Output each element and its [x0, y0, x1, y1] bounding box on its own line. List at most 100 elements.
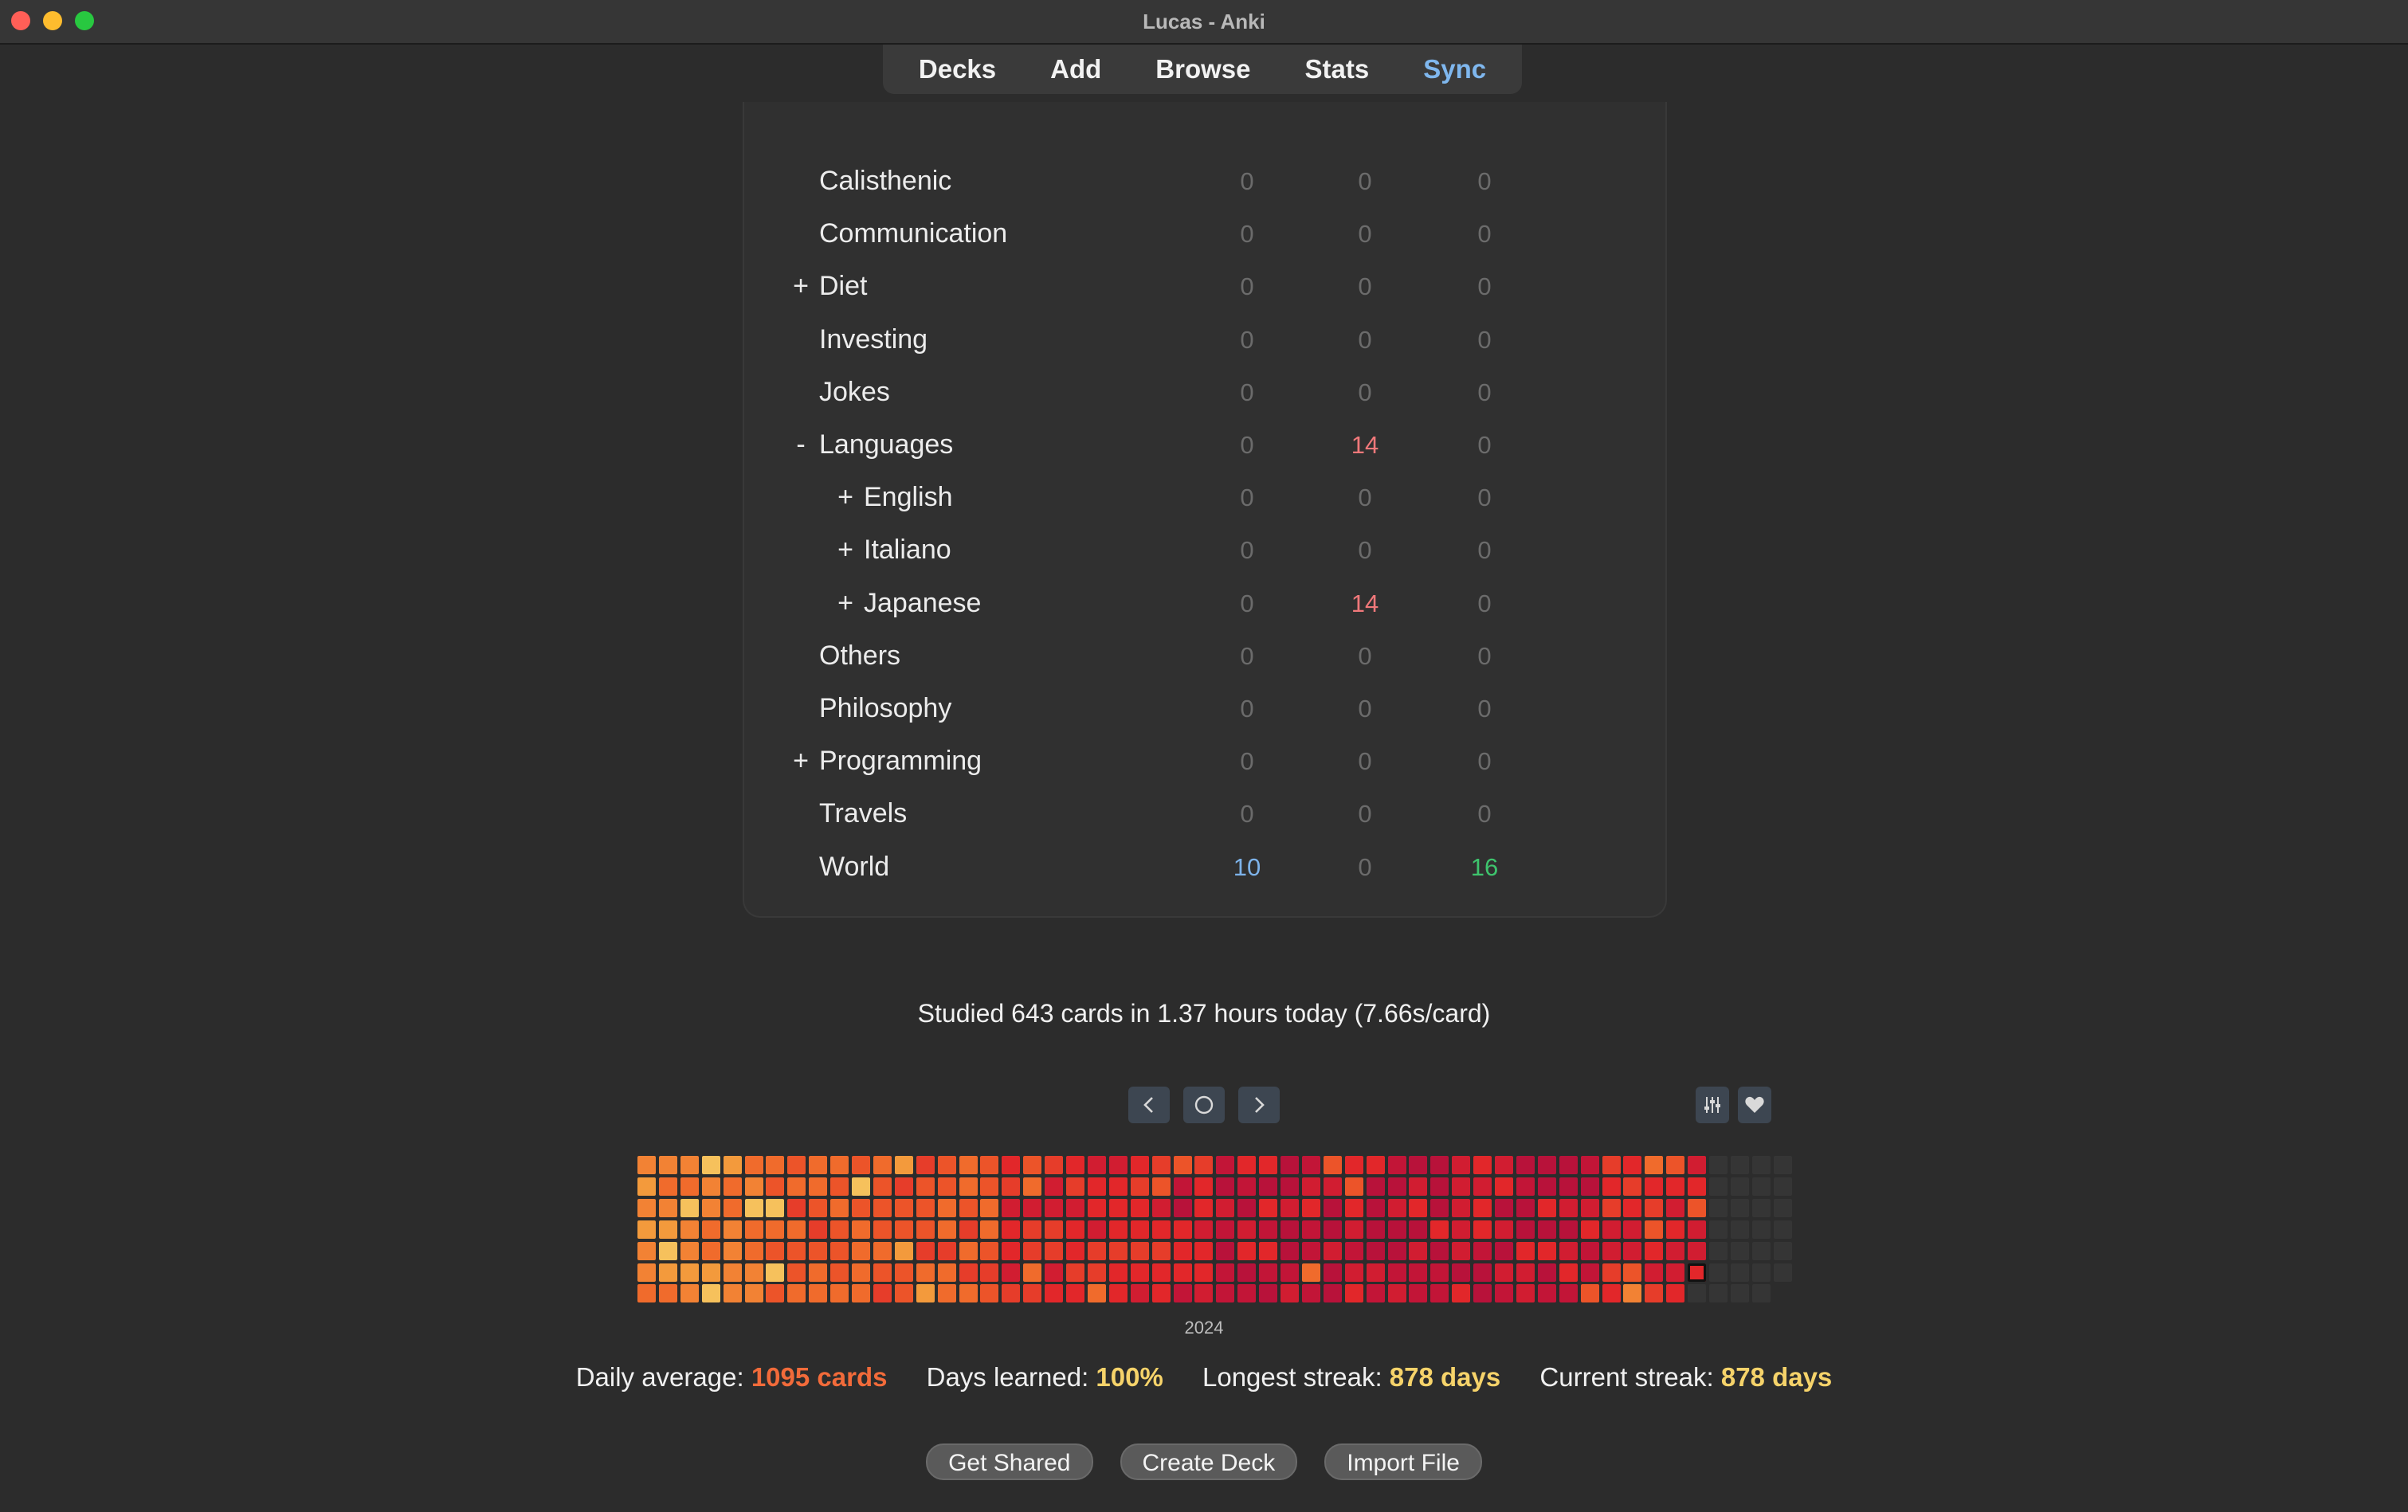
heatmap-day-cell[interactable]: [1066, 1241, 1084, 1260]
heatmap-day-cell[interactable]: [1151, 1156, 1171, 1174]
heatmap-day-cell[interactable]: [1751, 1198, 1771, 1217]
heatmap-day-cell[interactable]: [744, 1263, 763, 1282]
heatmap-day-cell[interactable]: [937, 1263, 956, 1282]
heatmap-day-cell[interactable]: [1366, 1177, 1385, 1196]
heatmap-day-cell[interactable]: [1045, 1241, 1064, 1260]
heatmap-day-cell[interactable]: [1130, 1284, 1149, 1303]
heatmap-day-cell[interactable]: [1280, 1263, 1299, 1282]
heatmap-day-cell[interactable]: [658, 1284, 677, 1303]
heatmap-day-cell[interactable]: [1216, 1284, 1235, 1303]
heatmap-day-cell[interactable]: [1087, 1220, 1106, 1239]
heatmap-day-cell[interactable]: [1580, 1198, 1599, 1217]
heatmap-day-cell[interactable]: [1730, 1220, 1749, 1239]
heatmap-day-cell[interactable]: [1130, 1198, 1149, 1217]
deck-row[interactable]: + English 0 0 0: [744, 476, 1665, 528]
expand-toggle[interactable]: +: [793, 746, 809, 777]
heatmap-day-cell[interactable]: [701, 1220, 720, 1239]
heatmap-day-cell[interactable]: [1280, 1156, 1299, 1174]
heatmap-day-cell[interactable]: [1623, 1156, 1642, 1174]
heatmap-day-cell[interactable]: [1066, 1177, 1084, 1196]
heatmap-day-cell[interactable]: [852, 1156, 870, 1174]
heatmap-day-cell[interactable]: [1323, 1198, 1342, 1217]
heatmap-day-cell[interactable]: [680, 1263, 699, 1282]
heatmap-day-cell[interactable]: [1387, 1284, 1406, 1303]
heatmap-day-cell[interactable]: [937, 1220, 956, 1239]
heatmap-day-cell[interactable]: [894, 1156, 913, 1174]
heatmap-day-cell[interactable]: [1645, 1241, 1664, 1260]
heatmap-day-cell[interactable]: [1730, 1241, 1749, 1260]
heatmap-day-cell[interactable]: [1387, 1198, 1406, 1217]
heatmap-day-cell[interactable]: [1301, 1198, 1320, 1217]
heatmap-day-cell[interactable]: [1580, 1263, 1599, 1282]
heatmap-day-cell[interactable]: [1516, 1284, 1535, 1303]
heatmap-day-cell[interactable]: [637, 1177, 656, 1196]
heatmap-day-cell[interactable]: [1087, 1177, 1106, 1196]
heatmap-day-cell[interactable]: [1709, 1284, 1728, 1303]
minimize-window-button[interactable]: [43, 11, 62, 30]
heatmap-day-cell[interactable]: [1602, 1220, 1621, 1239]
heatmap-day-cell[interactable]: [1773, 1263, 1792, 1282]
decks-link[interactable]: Decks: [918, 54, 997, 84]
deck-row[interactable]: Travels 0 0 0: [744, 792, 1665, 844]
heatmap-day-cell[interactable]: [1280, 1284, 1299, 1303]
heatmap-day-cell[interactable]: [959, 1156, 978, 1174]
heatmap-day-cell[interactable]: [1751, 1220, 1771, 1239]
heatmap-day-cell[interactable]: [1452, 1284, 1471, 1303]
heatmap-day-cell[interactable]: [1301, 1220, 1320, 1239]
heatmap-day-cell[interactable]: [1730, 1263, 1749, 1282]
heatmap-day-cell[interactable]: [1173, 1156, 1192, 1174]
heatmap-day-cell[interactable]: [894, 1198, 913, 1217]
heatmap-day-cell[interactable]: [1409, 1263, 1428, 1282]
heatmap-prev-button[interactable]: [1128, 1087, 1170, 1123]
heatmap-day-cell[interactable]: [1473, 1220, 1492, 1239]
heatmap-day-cell[interactable]: [1066, 1198, 1084, 1217]
heatmap-day-cell[interactable]: [787, 1220, 806, 1239]
heatmap-day-cell[interactable]: [658, 1220, 677, 1239]
heatmap-day-cell[interactable]: [1730, 1177, 1749, 1196]
heatmap-day-cell[interactable]: [1259, 1198, 1278, 1217]
heatmap-day-cell[interactable]: [873, 1241, 892, 1260]
heatmap-day-cell[interactable]: [873, 1284, 892, 1303]
heatmap-day-cell[interactable]: [1130, 1220, 1149, 1239]
heatmap-day-cell[interactable]: [1688, 1263, 1707, 1282]
heatmap-day-cell[interactable]: [1559, 1241, 1578, 1260]
heatmap-day-cell[interactable]: [1194, 1198, 1214, 1217]
heatmap-day-cell[interactable]: [1751, 1156, 1771, 1174]
heatmap-day-cell[interactable]: [1323, 1263, 1342, 1282]
expand-toggle[interactable]: +: [837, 535, 853, 566]
heatmap-day-cell[interactable]: [1216, 1241, 1235, 1260]
heatmap-day-cell[interactable]: [744, 1284, 763, 1303]
deck-name[interactable]: Travels: [819, 798, 908, 829]
heatmap-day-cell[interactable]: [1237, 1241, 1257, 1260]
heatmap-day-cell[interactable]: [658, 1156, 677, 1174]
heatmap-day-cell[interactable]: [1023, 1241, 1042, 1260]
heatmap-day-cell[interactable]: [658, 1198, 677, 1217]
heatmap-day-cell[interactable]: [916, 1241, 935, 1260]
stats-link[interactable]: Stats: [1304, 54, 1370, 84]
heatmap-day-cell[interactable]: [1473, 1198, 1492, 1217]
heatmap-day-cell[interactable]: [1602, 1263, 1621, 1282]
deck-row[interactable]: + Programming 0 0 0: [744, 739, 1665, 792]
heatmap-day-cell[interactable]: [1366, 1198, 1385, 1217]
heatmap-day-cell[interactable]: [1773, 1220, 1792, 1239]
deck-row[interactable]: Calisthenic 0 0 0: [744, 159, 1665, 212]
heatmap-day-cell[interactable]: [852, 1284, 870, 1303]
heatmap-day-cell[interactable]: [744, 1156, 763, 1174]
heatmap-day-cell[interactable]: [1623, 1177, 1642, 1196]
heatmap-day-cell[interactable]: [1602, 1156, 1621, 1174]
heatmap-day-cell[interactable]: [1409, 1177, 1428, 1196]
heatmap-day-cell[interactable]: [1344, 1198, 1363, 1217]
heatmap-day-cell[interactable]: [1473, 1177, 1492, 1196]
heatmap-day-cell[interactable]: [1709, 1220, 1728, 1239]
heatmap-day-cell[interactable]: [1023, 1177, 1042, 1196]
heatmap-day-cell[interactable]: [1537, 1177, 1556, 1196]
heatmap-day-cell[interactable]: [658, 1263, 677, 1282]
heatmap-day-cell[interactable]: [894, 1284, 913, 1303]
heatmap-day-cell[interactable]: [1194, 1284, 1214, 1303]
heatmap-day-cell[interactable]: [852, 1198, 870, 1217]
heatmap-day-cell[interactable]: [1173, 1284, 1192, 1303]
heatmap-day-cell[interactable]: [1002, 1263, 1021, 1282]
heatmap-day-cell[interactable]: [1645, 1156, 1664, 1174]
heatmap-day-cell[interactable]: [787, 1198, 806, 1217]
heatmap-day-cell[interactable]: [1108, 1284, 1128, 1303]
